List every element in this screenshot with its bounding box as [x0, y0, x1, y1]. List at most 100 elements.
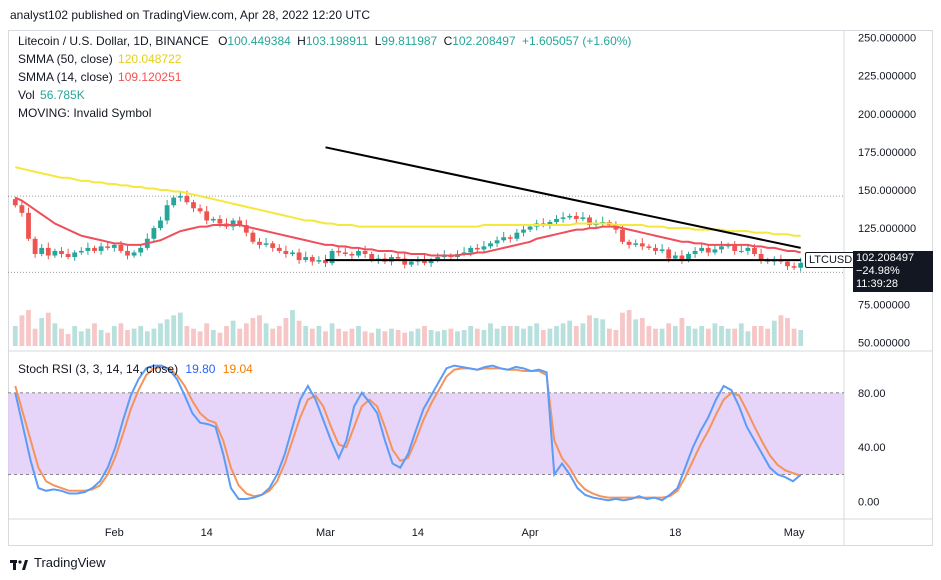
volume-legend[interactable]: Vol 56.785K	[18, 88, 85, 102]
candle-body	[98, 246, 104, 251]
volume-bar	[692, 328, 698, 346]
tradingview-logo-icon	[10, 558, 28, 570]
volume-bar	[164, 319, 170, 346]
volume-bar	[184, 326, 190, 346]
volume-bar	[488, 323, 493, 346]
volume-bar	[118, 323, 124, 346]
volume-bar	[738, 323, 744, 346]
candle-body	[705, 247, 711, 253]
candle-body	[151, 228, 157, 239]
low-label: L	[374, 34, 382, 48]
time-tick-label: Feb	[105, 527, 124, 539]
candle-body	[342, 252, 348, 254]
volume-bar	[461, 330, 467, 346]
volume-bar	[455, 331, 460, 346]
price-tick-label: 50.000000	[858, 337, 910, 349]
candle-body	[303, 257, 309, 261]
candle-body	[52, 250, 58, 256]
candle-body	[758, 254, 764, 261]
volume-bar	[92, 323, 97, 346]
volume-bar	[778, 315, 784, 346]
sma50-label: SMMA (50, close)	[18, 52, 113, 66]
volume-bar	[547, 328, 553, 346]
volume-bar	[382, 331, 388, 346]
candle-body	[752, 247, 757, 254]
volume-bar	[204, 323, 210, 346]
candle-body	[270, 243, 276, 248]
candle-body	[580, 217, 586, 219]
low-value: 99.811987	[381, 34, 438, 48]
volume-bar	[296, 320, 302, 346]
stoch-d-value: 19.04	[222, 362, 253, 376]
price-tick-label: 250.000000	[858, 33, 916, 45]
candle-body	[672, 255, 678, 259]
candle-body	[336, 250, 342, 253]
volume-bar	[679, 318, 685, 346]
volume-bar	[633, 319, 639, 346]
candle-body	[65, 254, 71, 258]
candle-body	[105, 246, 111, 248]
volume-bar	[309, 328, 315, 346]
volume-bar	[197, 331, 203, 346]
symbol-title[interactable]: Litecoin / U.S. Dollar, 1D, BINANCE	[18, 34, 209, 48]
candle-body	[138, 247, 144, 253]
volume-bar	[415, 328, 421, 346]
candle-body	[243, 225, 249, 233]
volume-bar	[26, 310, 31, 346]
candle-body	[428, 260, 434, 264]
volume-bar	[626, 310, 632, 346]
chart-canvas[interactable]: 250.000000 225.000000 200.000000 175.000000…	[8, 30, 933, 546]
volume-bar	[758, 326, 764, 346]
volume-bar	[501, 326, 507, 346]
time-tick-label: 18	[669, 527, 681, 539]
volume-bar	[329, 323, 335, 346]
stoch-tick-label: 0.00	[858, 497, 879, 509]
ticker-tag: LTCUSD	[805, 252, 857, 268]
volume-bar	[151, 328, 157, 346]
volume-bar	[138, 326, 144, 346]
candle-body	[210, 218, 216, 221]
volume-bar	[567, 320, 573, 346]
volume-bar	[230, 320, 236, 346]
candle-body	[732, 244, 738, 251]
candle-body	[283, 250, 289, 254]
volume-bar	[666, 323, 672, 346]
volume-bar	[369, 332, 375, 346]
sma50-legend[interactable]: SMMA (50, close) 120.048722	[18, 52, 181, 66]
footer[interactable]: TradingView	[10, 555, 106, 570]
volume-bar	[72, 326, 78, 346]
sma50-line	[15, 166, 801, 237]
volume-bar	[257, 315, 262, 346]
volume-bar	[507, 326, 513, 346]
volume-bar	[342, 331, 348, 346]
volume-label: Vol	[18, 88, 35, 102]
volume-bar	[237, 328, 243, 346]
volume-bar	[98, 330, 104, 346]
sma14-legend[interactable]: SMMA (14, close) 109.120251	[18, 70, 181, 84]
volume-bar	[428, 330, 434, 346]
stoch-legend[interactable]: Stoch RSI (3, 3, 14, 14, close) 19.80 19…	[18, 362, 253, 376]
volume-bar	[659, 328, 665, 346]
candle-body	[276, 247, 282, 251]
candle-body	[296, 252, 302, 261]
candle-body	[785, 261, 790, 267]
descending-trendline	[325, 146, 801, 249]
current-price: 102.208497	[856, 252, 915, 264]
main-legend: Litecoin / U.S. Dollar, 1D, BINANCE O100…	[18, 34, 631, 48]
volume-bar	[158, 323, 163, 346]
candle-body	[639, 243, 645, 247]
volume-bar	[514, 326, 520, 346]
volume-bar	[527, 326, 533, 346]
candle-body	[626, 241, 632, 245]
candle-body	[356, 250, 361, 256]
volume-bar	[435, 331, 441, 346]
volume-bar	[177, 312, 183, 346]
stoch-tick-label: 40.00	[858, 442, 886, 454]
volume-bar	[521, 328, 526, 346]
volume-bar	[224, 326, 229, 346]
candle-body	[653, 247, 658, 251]
moving-legend[interactable]: MOVING: Invalid Symbol	[18, 106, 152, 120]
volume-bar	[85, 328, 91, 346]
candle-body	[692, 250, 698, 254]
volume-bar	[745, 331, 751, 346]
